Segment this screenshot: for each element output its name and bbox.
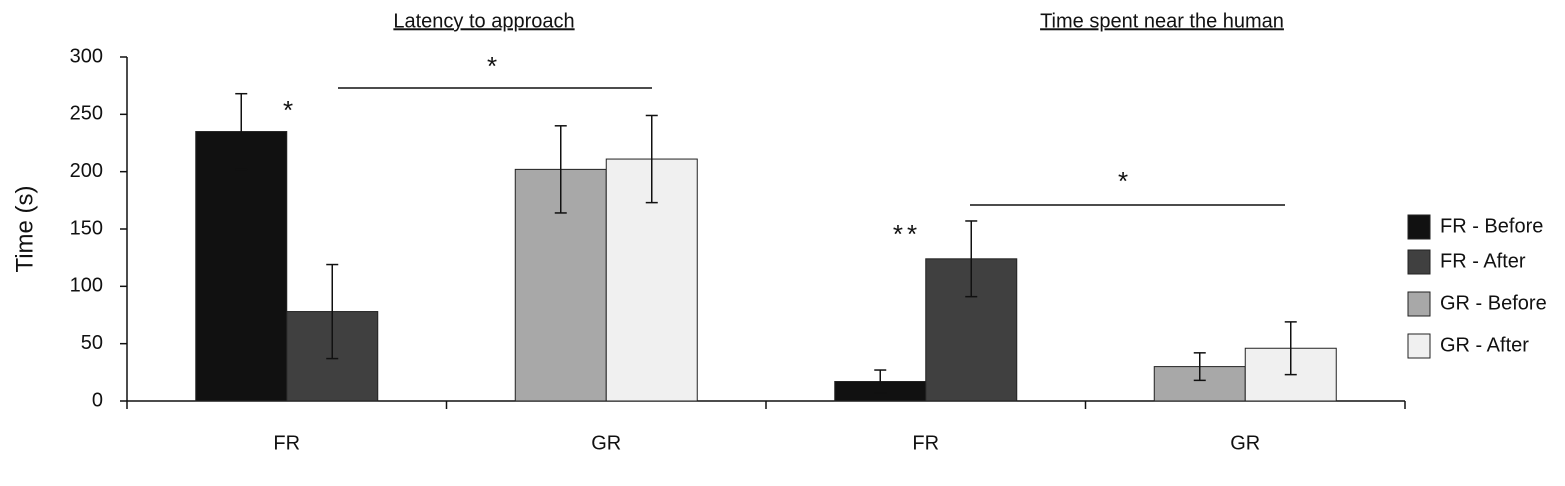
x-tick-label: GR: [591, 432, 621, 454]
y-tick-label: 150: [70, 217, 103, 239]
y-tick-label: 100: [70, 275, 103, 297]
y-axis-label: Time (s): [11, 185, 38, 272]
y-tick-label: 250: [70, 103, 103, 125]
legend-label: FR - Before: [1440, 215, 1543, 237]
error-bar: [554, 125, 567, 214]
error-bar: [965, 220, 978, 298]
bar: [195, 131, 288, 402]
y-tick-label: 200: [70, 160, 103, 182]
legend-swatch: [1407, 214, 1431, 240]
error-bar: [1284, 321, 1297, 376]
legend-label: GR - Before: [1440, 292, 1547, 314]
legend-label: FR - After: [1440, 250, 1526, 272]
error-bar: [235, 92, 248, 171]
y-tick-label: 0: [92, 389, 103, 411]
legend-label: GR - After: [1440, 334, 1529, 356]
x-tick-label: GR: [1230, 432, 1260, 454]
x-tick-label: FR: [912, 432, 939, 454]
panel-title: Time spent near the human: [1040, 10, 1284, 32]
legend-swatch: [1407, 291, 1431, 317]
error-bar: [1193, 352, 1206, 382]
legend-swatch: [1407, 249, 1431, 275]
y-tick-label: 300: [70, 45, 103, 67]
significance-marker: *: [1118, 166, 1132, 196]
significance-marker: *: [283, 95, 297, 125]
error-bar: [645, 114, 658, 204]
legend-swatch: [1407, 333, 1431, 359]
error-bar: [874, 369, 887, 394]
panel-title: Latency to approach: [393, 10, 574, 32]
x-tick-label: FR: [273, 432, 300, 454]
y-tick-label: 50: [81, 332, 103, 354]
error-bar: [326, 263, 339, 360]
significance-marker: *: [487, 51, 501, 81]
significance-marker: **: [893, 219, 921, 249]
